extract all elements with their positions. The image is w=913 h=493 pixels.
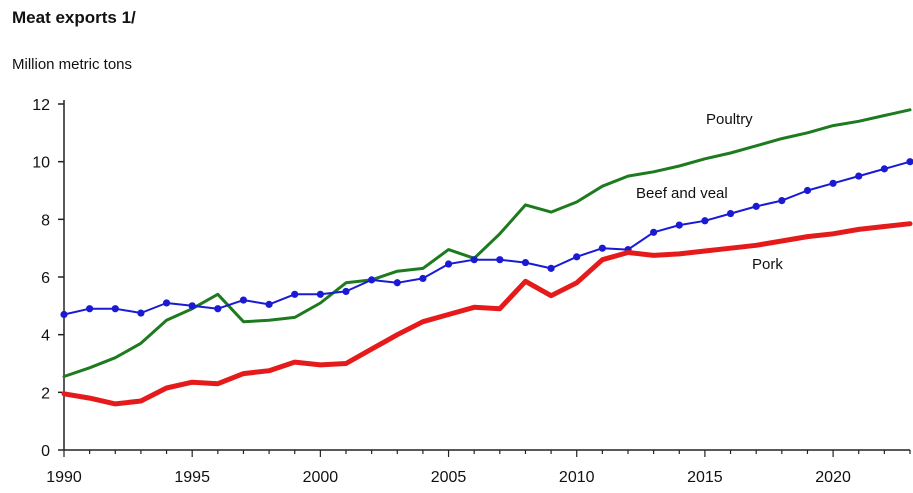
beef-and-veal-point (829, 179, 837, 187)
beef-and-veal-point (111, 305, 119, 313)
beef-and-veal-point (803, 186, 812, 195)
beef-and-veal-point (444, 260, 453, 268)
beef-and-veal-point (188, 302, 196, 310)
x-tick-label: 2005 (431, 469, 467, 486)
y-tick-label: 6 (41, 270, 50, 287)
beef-and-veal-point (60, 310, 68, 319)
x-tick-label: 2000 (303, 469, 339, 486)
beef-and-veal-point (265, 300, 273, 308)
y-tick-label: 8 (41, 212, 50, 229)
y-tick-label: 2 (41, 385, 50, 402)
pork-series-label: Pork (752, 256, 783, 273)
beef-and-veal-point (239, 296, 248, 304)
x-tick-label: 2015 (687, 469, 723, 486)
beef-and-veal-point (316, 290, 324, 298)
y-tick-label: 4 (41, 328, 50, 345)
beef-and-veal-series-label: Beef and veal (636, 185, 728, 202)
beef-and-veal-point (393, 279, 401, 287)
x-tick-label: 1990 (46, 469, 82, 486)
beef-and-veal-point (470, 256, 478, 264)
beef-and-veal-point (162, 299, 171, 307)
beef-and-veal-point (675, 221, 683, 229)
beef-and-veal-point (778, 196, 786, 205)
beef-and-veal-point (752, 202, 760, 210)
y-tick-label: 10 (32, 155, 50, 172)
chart-title: Meat exports 1/ (12, 8, 136, 27)
beef-and-veal-point (521, 258, 530, 267)
poultry-line (62, 108, 912, 378)
x-tick-label: 1995 (174, 469, 210, 486)
beef-and-veal-point (419, 274, 427, 283)
x-tick-label: 2020 (815, 469, 851, 486)
beef-and-veal-point (701, 217, 709, 225)
beef-and-veal-point (137, 309, 145, 317)
beef-and-veal-point (86, 305, 94, 313)
beef-and-veal-point (342, 287, 350, 296)
y-tick-label: 12 (32, 97, 50, 114)
beef-and-veal-point (214, 305, 222, 313)
beef-and-veal-point (726, 209, 735, 218)
beef-and-veal-point (368, 276, 376, 284)
poultry-series-label: Poultry (706, 111, 753, 128)
beef-and-veal-point (880, 165, 888, 173)
beef-and-veal-point (496, 256, 504, 264)
beef-and-veal-line (63, 160, 911, 316)
beef-and-veal-point (573, 253, 581, 261)
beef-and-veal-point (906, 158, 913, 166)
y-axis-label: Million metric tons (12, 56, 133, 73)
beef-and-veal-point (650, 228, 658, 236)
beef-and-veal-point (291, 290, 299, 298)
x-tick-label: 2010 (559, 469, 595, 486)
beef-and-veal-point (598, 244, 606, 252)
pork-line (61, 221, 913, 407)
y-tick-label: 0 (41, 443, 50, 460)
beef-and-veal-point (855, 172, 863, 180)
beef-and-veal-point (547, 264, 555, 272)
